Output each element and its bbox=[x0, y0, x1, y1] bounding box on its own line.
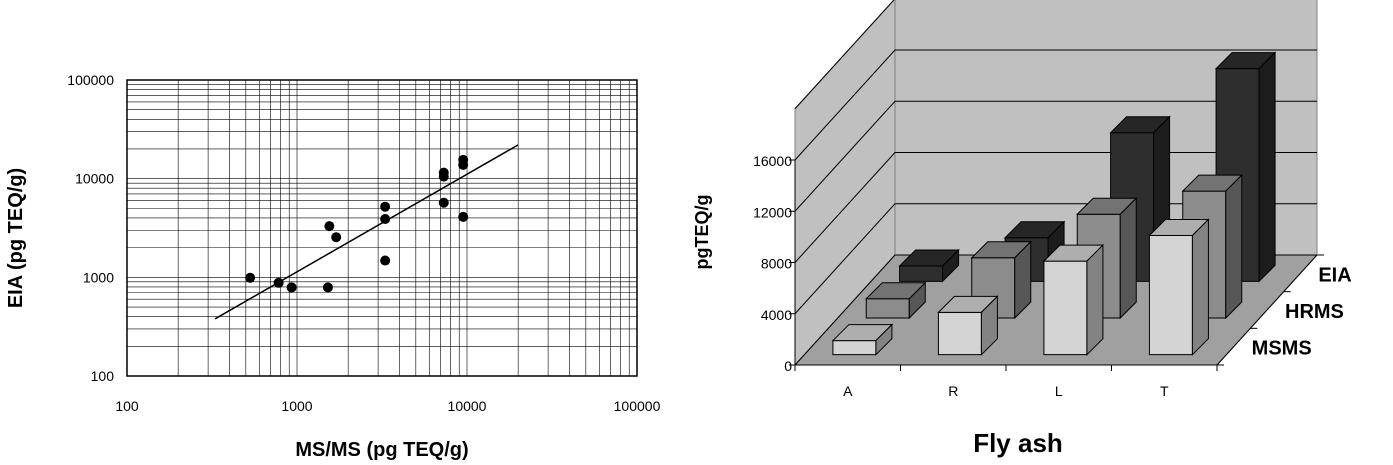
bar-x-axis-title: Fly ash bbox=[973, 428, 1063, 458]
scatter-point bbox=[380, 214, 391, 225]
scatter-point bbox=[458, 211, 469, 222]
bar-y-tick: 0 bbox=[784, 358, 792, 374]
scatter-x-tick-labels: 100 1000 10000 100000 bbox=[115, 398, 660, 414]
scatter-point bbox=[273, 277, 284, 288]
bar-front-face bbox=[937, 311, 982, 356]
bar-category-label: A bbox=[843, 383, 853, 399]
bar-eia-a bbox=[898, 248, 960, 283]
scatter-point bbox=[458, 159, 469, 170]
bar-series-label: EIA bbox=[1318, 264, 1351, 286]
bar-hrms-a bbox=[865, 281, 927, 320]
bar-y-tick-labels: 0 4000 8000 12000 16000 bbox=[753, 153, 792, 374]
bar-front-face bbox=[865, 298, 910, 319]
bar-front-face bbox=[1148, 235, 1193, 356]
scatter-point bbox=[438, 171, 449, 182]
bar-msms-a bbox=[831, 323, 894, 356]
bar-front-face bbox=[1043, 260, 1088, 356]
scatter-point bbox=[324, 221, 335, 232]
scatter-x-tick: 10000 bbox=[448, 398, 487, 414]
bar-side-face bbox=[942, 248, 960, 283]
bar-gridline bbox=[794, 0, 895, 110]
scatter-point bbox=[331, 232, 342, 243]
bar-category-label: L bbox=[1055, 383, 1063, 399]
bar-y-tick: 4000 bbox=[761, 307, 792, 323]
bar-side-face bbox=[1258, 51, 1276, 283]
bar-front-face bbox=[899, 265, 944, 282]
bar-side-face bbox=[1191, 218, 1209, 356]
scatter-point bbox=[245, 272, 256, 283]
bar-depth-series-labels: MSMS HRMS EIA bbox=[1252, 264, 1352, 359]
bar-side-face bbox=[1119, 197, 1137, 320]
bar-side-face bbox=[1225, 173, 1243, 320]
scatter-point bbox=[438, 197, 449, 208]
bar-x-category-labels: A R L T bbox=[843, 383, 1169, 399]
scatter-trendline bbox=[214, 144, 519, 320]
bar-gridline bbox=[794, 152, 1317, 263]
scatter-x-tick: 100000 bbox=[614, 398, 661, 414]
bar-category-label: R bbox=[948, 383, 958, 399]
scatter-y-axis-title: EIA (pg TEQ/g) bbox=[5, 168, 27, 308]
bar-side-face bbox=[875, 323, 893, 356]
scatter-y-tick: 100000 bbox=[67, 72, 114, 88]
bar-depth-axis bbox=[1216, 254, 1318, 366]
scatter-point bbox=[380, 255, 391, 266]
bar-msms-r bbox=[937, 295, 999, 356]
bar-y-tick: 16000 bbox=[753, 153, 792, 169]
bar-gridline bbox=[794, 100, 1317, 212]
scatter-point bbox=[322, 282, 333, 293]
bar-series-label: MSMS bbox=[1252, 338, 1312, 360]
bar-chart-bars bbox=[831, 51, 1277, 356]
scatter-plot-frame bbox=[126, 79, 638, 377]
bar-front-face bbox=[832, 340, 877, 356]
scatter-x-tick: 1000 bbox=[281, 398, 312, 414]
scatter-y-tick: 1000 bbox=[83, 269, 114, 285]
bar-side-face bbox=[908, 281, 926, 320]
scatter-x-axis-title: MS/MS (pg TEQ/g) bbox=[295, 439, 468, 461]
bar-category-label: T bbox=[1160, 383, 1169, 399]
scatter-point bbox=[286, 282, 297, 293]
scatter-y-tick: 10000 bbox=[75, 171, 114, 187]
scatter-y-tick: 100 bbox=[91, 368, 115, 384]
scatter-point bbox=[380, 201, 391, 212]
bar-side-face bbox=[1014, 240, 1032, 320]
bar-chart-gridlines bbox=[789, 0, 1324, 371]
bar-msms-l bbox=[1042, 243, 1105, 356]
scatter-y-tick-labels: 100 1000 10000 100000 bbox=[67, 72, 114, 384]
bar-series-label: HRMS bbox=[1285, 301, 1344, 323]
bar-gridline bbox=[794, 203, 1317, 315]
bar-side-face bbox=[1086, 243, 1104, 356]
bar-y-tick: 12000 bbox=[753, 204, 792, 220]
bar-side-face bbox=[980, 295, 998, 356]
scatter-x-tick: 100 bbox=[115, 398, 139, 414]
scatter-points bbox=[245, 154, 469, 293]
bar-msms-t bbox=[1148, 218, 1210, 356]
bar-y-tick: 8000 bbox=[761, 256, 792, 272]
bar-chart-3d: 0 4000 8000 12000 16000 A R L T MSMS HRM… bbox=[692, 0, 1352, 458]
scatter-chart: 100 1000 10000 100000 100 1000 10000 100… bbox=[5, 72, 661, 461]
bar-y-axis-title: pgTEQ/g bbox=[692, 195, 712, 270]
bar-gridline bbox=[794, 49, 1317, 161]
scatter-gridlines bbox=[127, 80, 637, 376]
